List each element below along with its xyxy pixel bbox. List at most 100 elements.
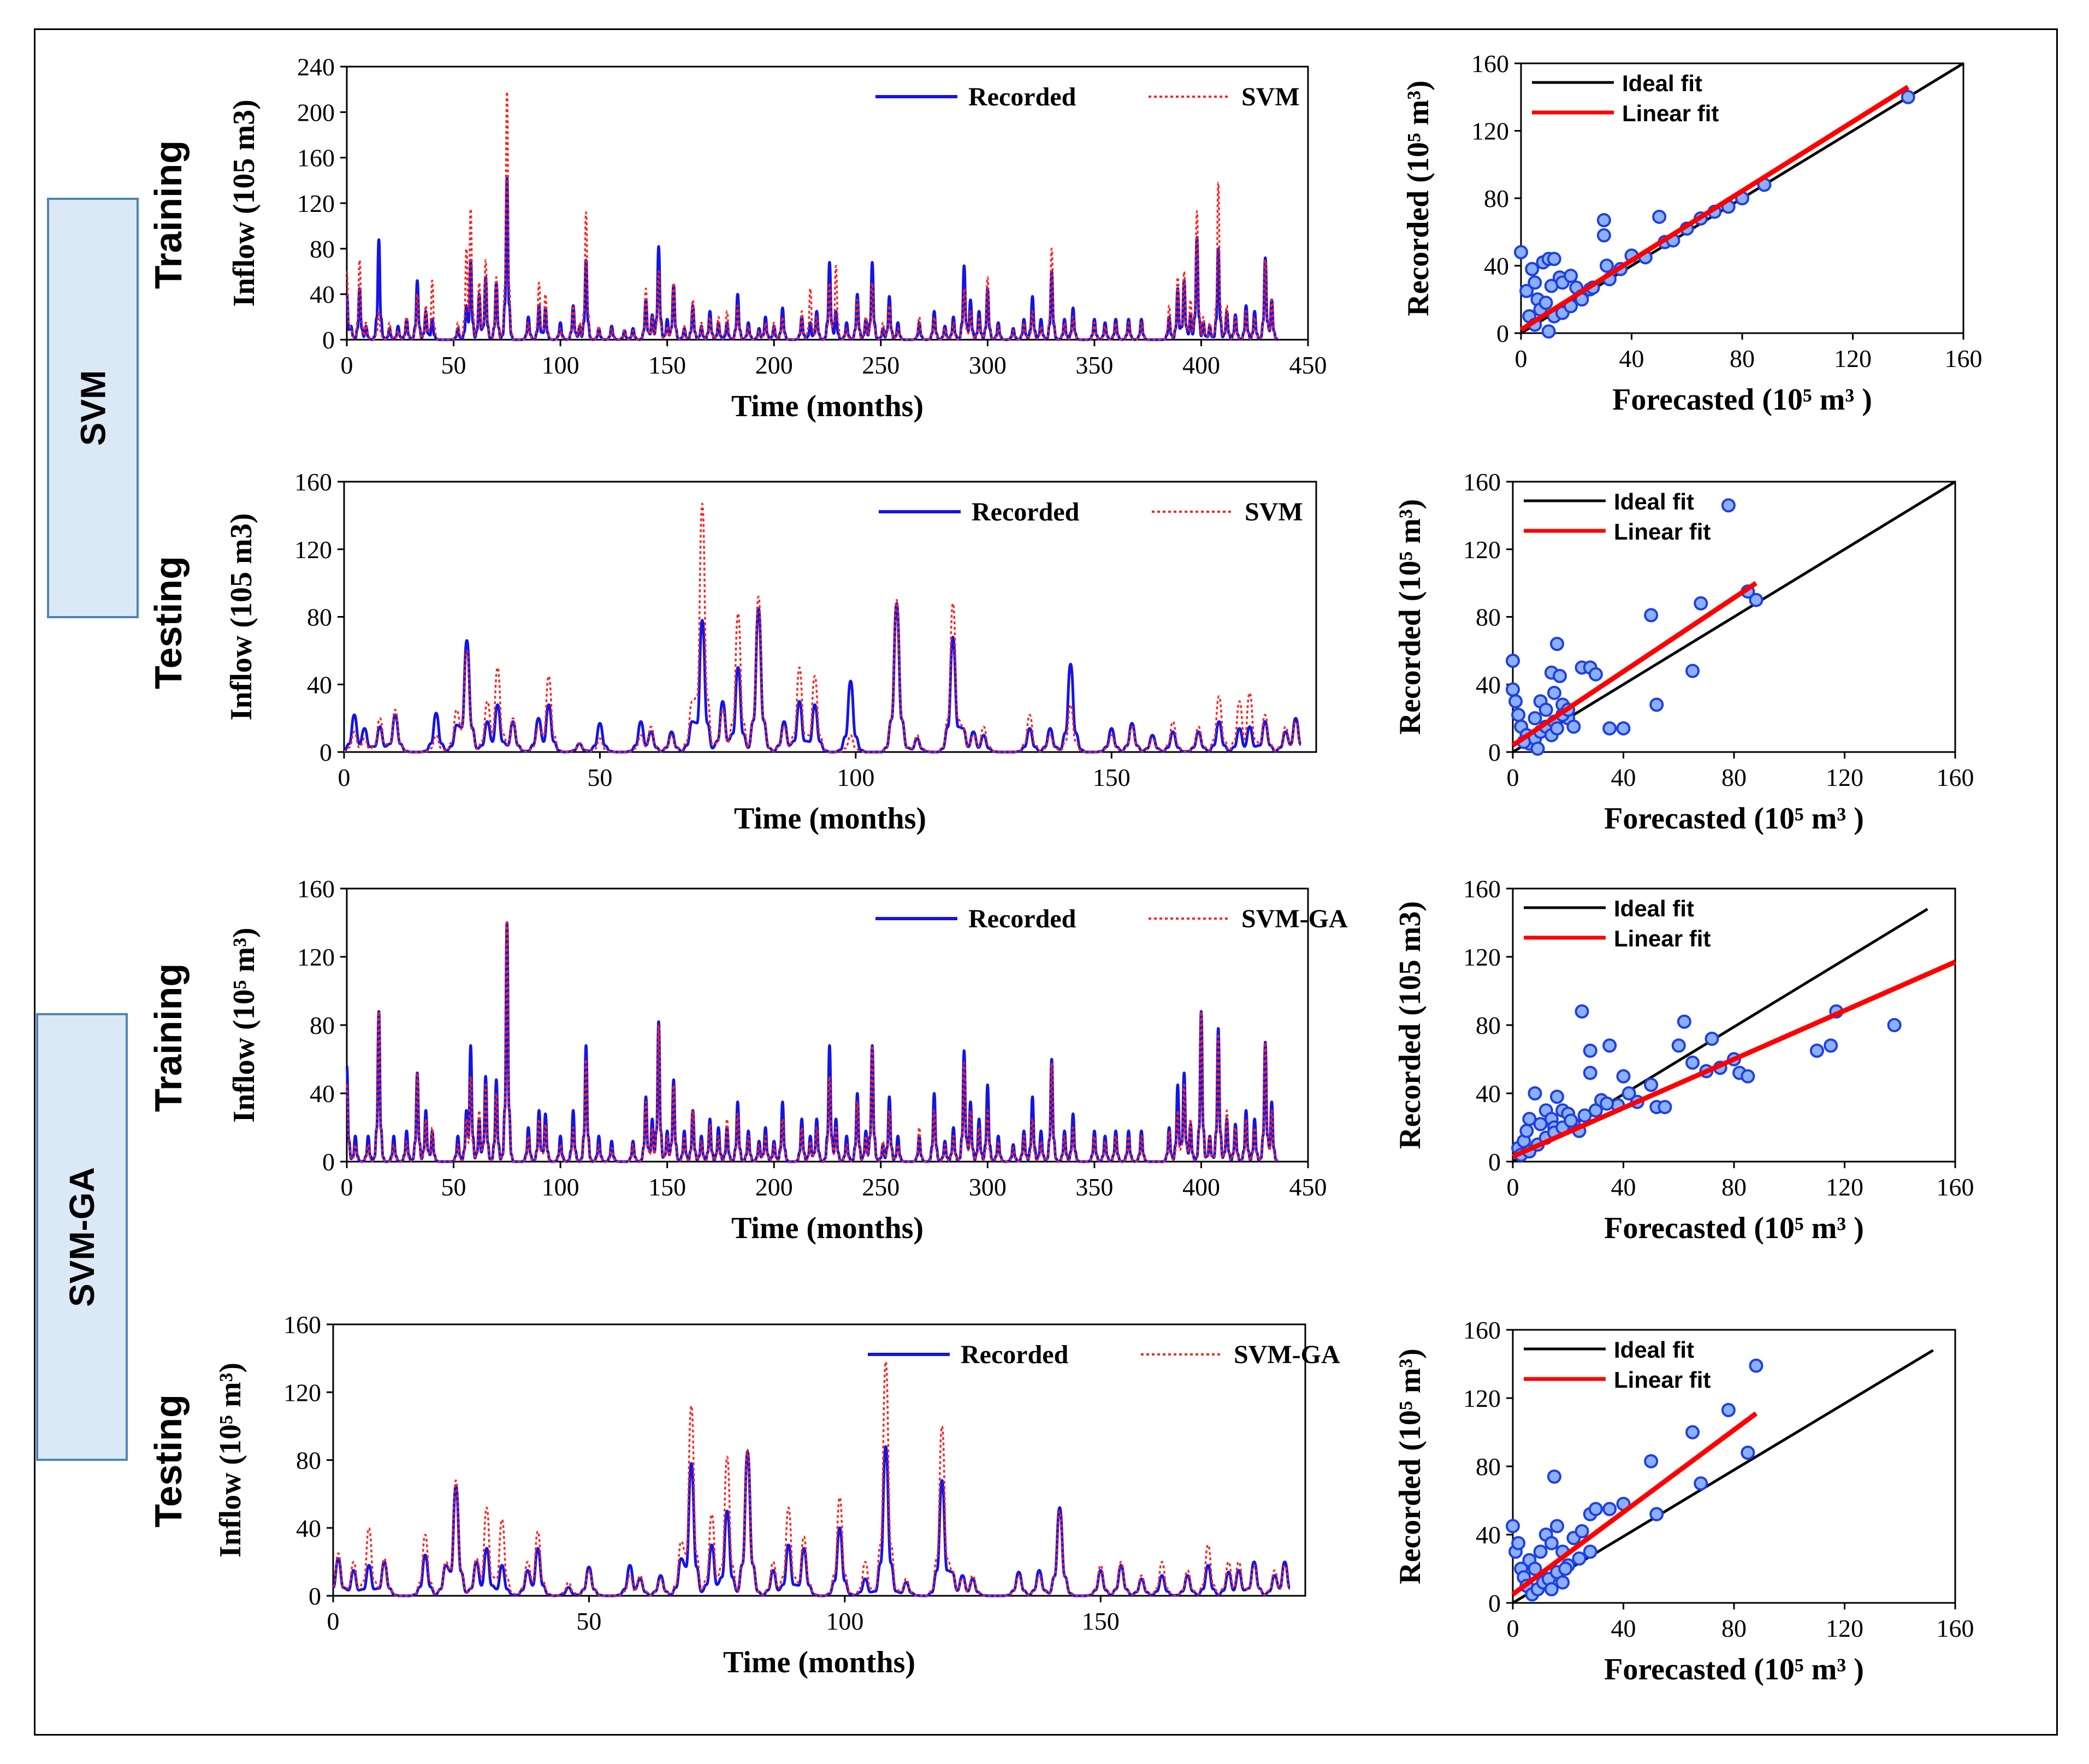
ts1-x-tick-label: 50 bbox=[441, 351, 466, 379]
sc4-ideal-fit-line bbox=[1512, 1349, 1934, 1605]
sc2-point bbox=[1530, 741, 1545, 756]
sc4-point bbox=[1511, 1536, 1526, 1550]
sc2-ideal-fit-line bbox=[1512, 480, 1956, 754]
sc2-point bbox=[1694, 596, 1708, 611]
sc3-y-axis-label: Recorded (105 m3) bbox=[1393, 901, 1427, 1149]
ts4-y-tick-label: 80 bbox=[296, 1447, 321, 1475]
ts1-x-tick-label: 350 bbox=[1075, 351, 1113, 379]
ts2-y-tick-label: 0 bbox=[319, 738, 332, 766]
sc1-point bbox=[1519, 283, 1534, 298]
sc1-x-axis-label: Forecasted (10⁵ m³ ) bbox=[1612, 383, 1872, 417]
ts4-x-tick-label: 100 bbox=[826, 1607, 863, 1635]
ts1-y-tick-label: 200 bbox=[297, 98, 335, 126]
sc4-point bbox=[1528, 1561, 1542, 1576]
ts4-y-tick-label: 0 bbox=[309, 1582, 321, 1610]
sc3-y-tick-label: 40 bbox=[1476, 1080, 1501, 1108]
figure-frame bbox=[34, 28, 2058, 1736]
sc3-legend-linear-label: Linear fit bbox=[1614, 926, 1711, 951]
sc4-point bbox=[1694, 1476, 1708, 1491]
ts1-y-tick-label: 240 bbox=[297, 53, 335, 81]
sc2-point bbox=[1588, 667, 1603, 682]
sc4-x-tick-label: 0 bbox=[1507, 1614, 1519, 1642]
sc3-point bbox=[1519, 1123, 1534, 1138]
sc2-point bbox=[1550, 721, 1564, 736]
sc4-point bbox=[1588, 1502, 1603, 1517]
ts3-x-tick-label: 150 bbox=[648, 1173, 686, 1201]
sc1-point bbox=[1596, 213, 1611, 228]
sc4-legend-linear-label: Linear fit bbox=[1614, 1367, 1711, 1393]
ts2-x-tick-label: 0 bbox=[338, 763, 351, 791]
sc4-point bbox=[1721, 1402, 1736, 1417]
ts2-series-model bbox=[344, 502, 1302, 753]
sc4-point bbox=[1533, 1544, 1548, 1559]
sc4-point bbox=[1644, 1454, 1659, 1469]
ts4-y-tick-label: 160 bbox=[283, 1311, 321, 1339]
ts1-series-model bbox=[346, 91, 1279, 341]
sc4-y-tick-label: 80 bbox=[1476, 1453, 1501, 1481]
sc4-point bbox=[1544, 1536, 1559, 1550]
sc3-legend-ideal-label: Ideal fit bbox=[1614, 896, 1694, 921]
sc3-x-tick-label: 160 bbox=[1937, 1173, 1974, 1201]
ts3-y-tick-label: 160 bbox=[297, 875, 335, 903]
sc4-point bbox=[1547, 1469, 1561, 1484]
sc2-point bbox=[1602, 721, 1617, 736]
sc4-point bbox=[1749, 1358, 1763, 1373]
ts2-legend-recorded-label: Recorded bbox=[972, 498, 1080, 526]
sc4-y-tick-label: 160 bbox=[1463, 1316, 1501, 1344]
sc3-y-tick-label: 120 bbox=[1463, 943, 1501, 971]
sc2-linear-fit-line bbox=[1511, 581, 1757, 748]
sc4-point bbox=[1572, 1551, 1587, 1566]
ts2-y-tick-label: 80 bbox=[307, 603, 332, 631]
sc1-point bbox=[1538, 295, 1553, 310]
ts4-x-tick-label: 50 bbox=[576, 1607, 601, 1635]
sc4-x-tick-label: 120 bbox=[1826, 1614, 1863, 1642]
ts2-y-axis-label: Inflow (105 m3) bbox=[224, 513, 258, 721]
sc4-point bbox=[1583, 1544, 1597, 1559]
sc3-point bbox=[1658, 1100, 1672, 1114]
sc2-point bbox=[1644, 608, 1659, 623]
ts3-x-axis-label: Time (months) bbox=[731, 1211, 924, 1245]
sc1-legend-linear-label: Linear fit bbox=[1622, 100, 1719, 126]
sc2-y-tick-label: 40 bbox=[1476, 671, 1501, 699]
sc2-y-tick-label: 160 bbox=[1463, 468, 1501, 496]
sc3-point bbox=[1550, 1090, 1564, 1104]
sc4-point bbox=[1602, 1502, 1617, 1517]
ts3-x-tick-label: 0 bbox=[341, 1173, 353, 1201]
sc3-point bbox=[1622, 1086, 1636, 1100]
group-box-svm-ga: SVM-GA bbox=[36, 1013, 128, 1461]
sc3-point bbox=[1564, 1114, 1578, 1128]
sc2-point bbox=[1566, 719, 1581, 734]
sc3-x-axis-label: Forecasted (10⁵ m³ ) bbox=[1604, 1211, 1864, 1245]
ts3-y-axis-label: Inflow (10⁵ m³) bbox=[227, 927, 261, 1122]
sc2-point bbox=[1528, 711, 1542, 726]
ts4-y-axis-label: Inflow (10⁵ m³) bbox=[214, 1363, 247, 1558]
ts4-x-tick-label: 0 bbox=[327, 1607, 340, 1635]
sc4-linear-fit-line bbox=[1511, 1411, 1758, 1596]
sc3-point bbox=[1575, 1004, 1589, 1019]
sc3-y-tick-label: 0 bbox=[1488, 1148, 1501, 1176]
ts1-y-tick-label: 0 bbox=[322, 326, 335, 354]
sc2-point bbox=[1506, 682, 1520, 697]
ts1-chart: 0 50 100 150 200 250 300 350 400 450 0 40 80 120 160 20… bbox=[227, 53, 1327, 423]
sc3-point bbox=[1824, 1038, 1838, 1053]
sc4-y-tick-label: 0 bbox=[1488, 1589, 1501, 1617]
ts1-x-tick-label: 300 bbox=[969, 351, 1007, 379]
ts3-chart: 0 50 100 150 200 250 300 350 400 450 0 40 80 120 160 Ti… bbox=[227, 875, 1348, 1245]
sc1-point bbox=[1901, 90, 1915, 104]
sc2-point bbox=[1649, 697, 1664, 712]
sc1-point bbox=[1596, 228, 1611, 242]
ts3-legend-recorded-label: Recorded bbox=[968, 904, 1076, 933]
sc3-point bbox=[1887, 1018, 1902, 1032]
ts2-x-tick-label: 50 bbox=[587, 763, 612, 791]
sc2-point bbox=[1616, 721, 1631, 736]
ts1-x-tick-label: 400 bbox=[1182, 351, 1220, 379]
sc2-x-axis-label: Forecasted (10⁵ m³ ) bbox=[1604, 802, 1864, 836]
sc4-x-tick-label: 40 bbox=[1611, 1614, 1636, 1642]
ts1-legend-recorded-label: Recorded bbox=[968, 82, 1076, 111]
ts2-x-tick-label: 150 bbox=[1093, 763, 1131, 791]
sc2-point bbox=[1547, 685, 1561, 700]
sc2-y-tick-label: 80 bbox=[1476, 603, 1501, 631]
ts3-y-tick-label: 40 bbox=[310, 1080, 335, 1108]
ts4-series-recorded bbox=[332, 1445, 1292, 1597]
ts1-legend-model-label: SVM bbox=[1241, 82, 1300, 111]
